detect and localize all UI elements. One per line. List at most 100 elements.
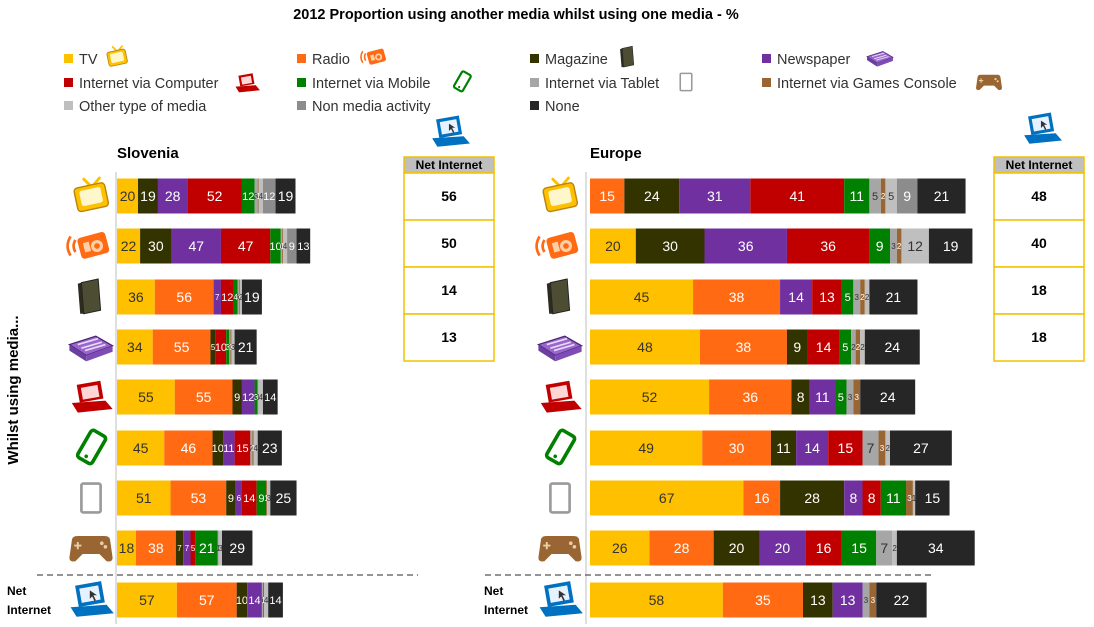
bar-value-label: 13 [297,241,309,253]
bar-value-label: 10 [236,595,248,607]
bar-value-label: 20 [120,188,136,204]
bar-value-label: 18 [119,540,135,556]
bar-value-label: 35 [755,592,771,608]
bar-value-label: 47 [238,238,254,254]
bar-value-label: 12 [242,191,254,203]
bar-segment: Magazine - Radio: 56 [154,279,214,315]
bar-value-label: 26 [612,540,628,556]
tablet-icon [549,482,571,514]
bar-segment: Internet via Games Console - Magazine: 7 [175,530,184,566]
bar-value-label: 11 [776,440,791,456]
bar-value-label: 48 [637,339,653,355]
legend-item: Internet via Games Console [762,74,1002,92]
magazine-icon [546,278,571,315]
bar-value-label: 12 [263,191,275,203]
magazine-icon [620,45,635,68]
bar-segment: Newspaper - Radio: 55 [152,329,211,365]
net-internet-row-label-line: Internet [7,603,51,617]
bar-segment: Net Internet - Radio: 35 [722,582,803,618]
bar-segment: Internet via Games Console - Internet vi… [190,530,196,566]
mobile-icon [452,70,472,93]
bar-value-label: 19 [278,188,294,204]
bar-segment: Internet via Computer - Internet via Tab… [257,379,259,415]
legend-swatch [297,78,306,87]
legend-label: Internet via Computer [79,76,219,92]
bar-segment: Newspaper - Internet via Mobile: 3 [226,329,230,365]
bar-segment: Internet via Computer - Magazine: 8 [791,379,810,415]
bar-value-label: 14 [269,595,281,607]
legend-swatch [762,54,771,63]
bar-segment: Net Internet - TV: 58 [590,582,723,618]
bar-segment: Newspaper - Internet via Computer: 10 [215,329,227,365]
newspaper-icon [68,335,115,362]
bar-segment: Internet via Tablet - Newspaper: 8 [844,480,863,516]
bar-value-label: 55 [196,389,212,405]
bar-segment: Internet via Tablet - Other type of medi… [912,480,916,516]
bar-value-label: 36 [738,238,754,254]
legend-swatch [64,54,73,63]
legend-item: Newspaper [762,51,894,68]
bar-segment: Internet via Games Console - None: 29 [222,530,253,566]
bar-value-label: 2 [860,293,865,302]
bar-value-label: 49 [638,440,654,456]
bar-value-label: 21 [886,289,902,305]
legend-swatch [64,78,73,87]
bar-segment: Magazine - Newspaper: 7 [213,279,221,315]
bar-segment: Internet via Computer - None: 14 [262,379,278,415]
panel-title: Slovenia [117,145,179,162]
bar-segment: Magazine - TV: 45 [590,279,694,315]
net-internet-value: 56 [441,188,457,204]
bar-segment: Internet via Games Console - Internet vi… [876,530,893,566]
bar-value-label: 3 [266,494,271,503]
bar-segment: Internet via Tablet - Radio: 16 [743,480,781,516]
net-internet-value: 14 [441,282,457,298]
bar-value-label: 6 [237,494,242,503]
legend: TV Radio Magazine Newspaper Internet via Com… [64,45,1002,115]
radio-icon [535,232,579,259]
bar-value-label: 30 [662,238,678,254]
bar-value-label: 2 [897,242,902,251]
bar-segment: Magazine - Internet via Games Console: 2 [860,279,865,315]
bar-segment: Internet via Computer - Newspaper: 12 [241,379,255,415]
bar-value-label: 5 [191,544,196,553]
bar-segment: Newspaper - None: 21 [234,329,257,365]
bar-value-label: 9 [876,238,884,254]
bar-value-label: 34 [928,540,944,556]
bar-value-label: 15 [851,540,867,556]
bar-value-label: 10 [269,241,281,253]
bar-value-label: 41 [789,188,805,204]
bar-value-label: 3 [254,192,259,201]
tv-icon [73,176,110,213]
bar-value-label: 9 [903,188,911,204]
net-internet-row-label: Net Internet [484,584,528,617]
bar-segment: TV - Magazine: 19 [138,178,158,214]
bar-value-label: 23 [262,440,278,456]
bar-segment: Magazine - Internet via Games Console: 1 [238,279,240,315]
bar-value-label: 8 [849,490,857,506]
bar-segment: TV - Internet via Tablet: 5 [869,178,881,214]
bar-segment: Magazine - Internet via Mobile: 5 [841,279,854,315]
bar-segment: Internet via Mobile - Internet via Table… [250,430,253,466]
bar-segment: Internet via Tablet - Internet via Compu… [241,480,257,516]
bar-segment: Internet via Mobile - Other type of medi… [253,430,258,466]
legend-label: TV [79,52,98,68]
legend-item: Internet via Tablet [530,72,693,92]
bar-segment: Internet via Computer - Radio: 55 [174,379,233,415]
bar-segment: Net Internet - Internet via Games Consol… [869,582,877,618]
bar-segment: Net Internet - Internet via Tablet: 1 [261,582,263,618]
bar-value-label: 5 [872,191,878,203]
net-internet-value: 48 [1031,188,1047,204]
legend-item: None [530,99,580,115]
bar-value-label: 2 [239,293,244,302]
bar-segment: Magazine - Radio: 38 [693,279,781,315]
bar-segment: TV - TV: 20 [117,178,138,214]
legend-label: Radio [312,52,350,68]
bar-value-label: 57 [139,592,155,608]
bar-value-label: 34 [127,339,143,355]
bar-value-label: 36 [820,238,836,254]
newspaper-icon [866,51,894,67]
bar-value-label: 5 [845,292,851,304]
bar-value-label: 24 [880,389,896,405]
bar-segment: Internet via Games Console - Newspaper: … [183,530,191,566]
gamepad-icon [69,536,113,562]
